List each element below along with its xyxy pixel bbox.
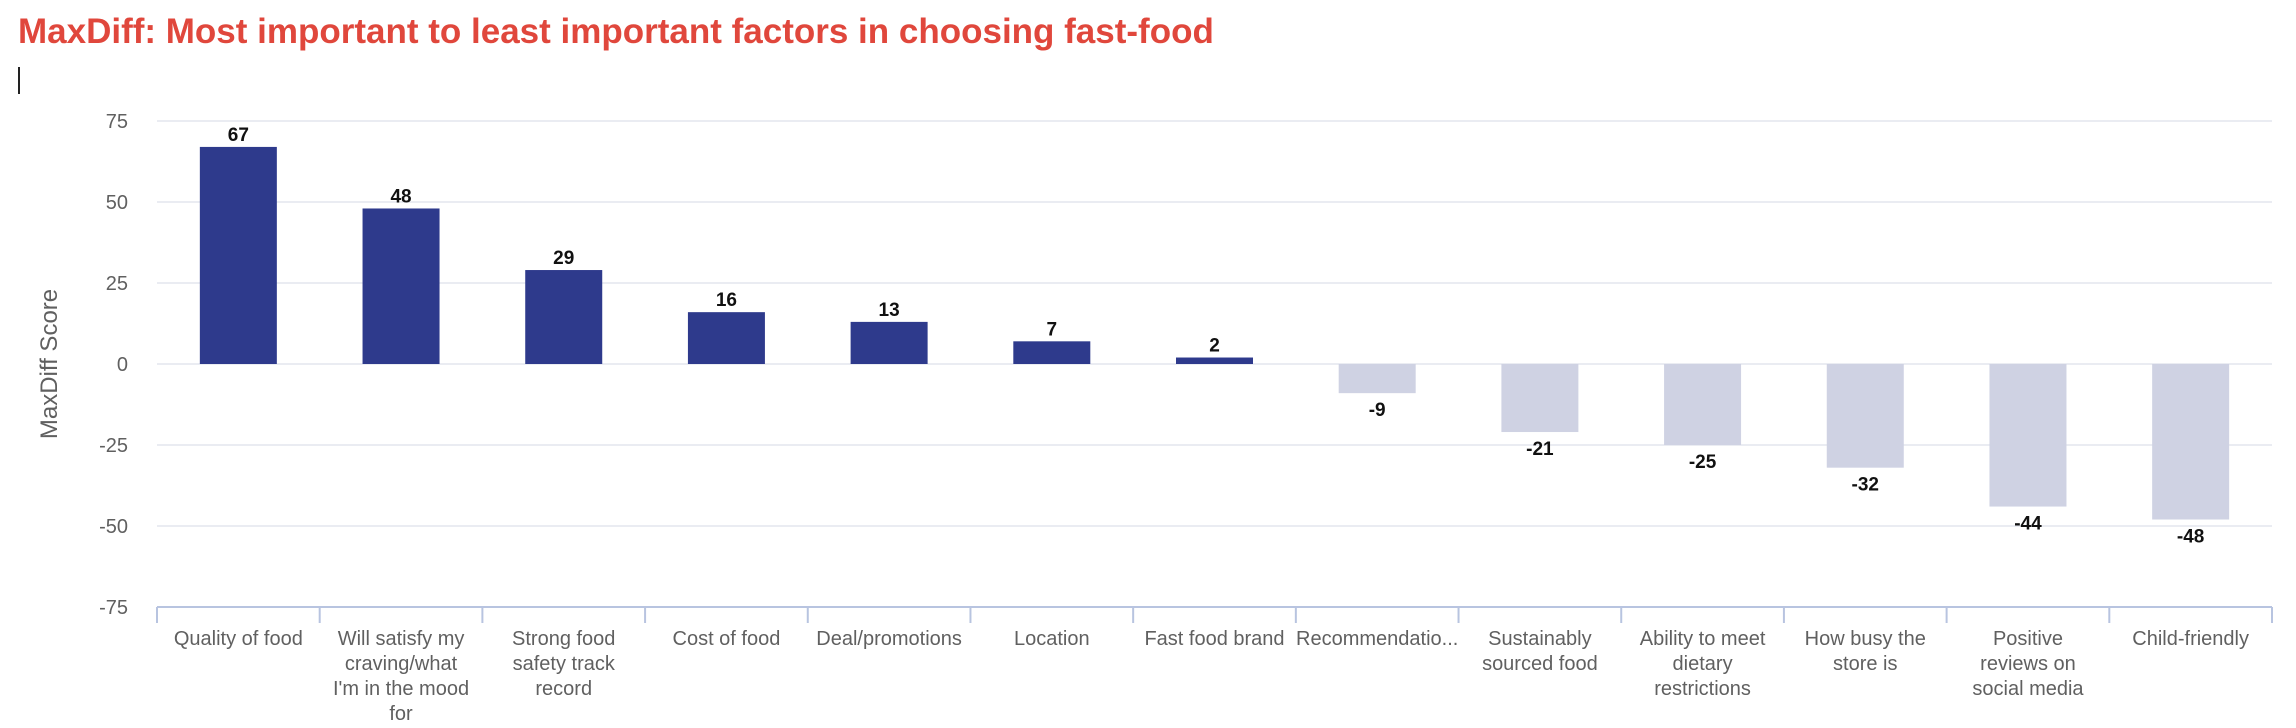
x-tick-label-line: Location xyxy=(1014,628,1090,650)
text-cursor xyxy=(18,67,20,94)
x-tick-label-line: Quality of food xyxy=(174,628,303,650)
x-tick-label: Strong food safety track record xyxy=(512,628,616,700)
x-tick-label-line: I'm in the mood xyxy=(333,678,469,700)
bar xyxy=(1989,364,2067,507)
x-tick-label-line: Sustainably xyxy=(1488,628,1591,650)
x-tick-label-line: record xyxy=(535,678,592,700)
data-label: 67 xyxy=(228,125,249,146)
data-label: 29 xyxy=(553,248,574,269)
x-axis-labels: Quality of food Will satisfy my craving/wh… xyxy=(174,628,2249,725)
x-tick-label-line: sourced food xyxy=(1482,653,1598,675)
data-label: -9 xyxy=(1369,400,1386,421)
bar xyxy=(199,146,277,364)
bar xyxy=(1338,364,1416,394)
y-tick-label: -75 xyxy=(99,597,128,619)
y-tick-label: 75 xyxy=(106,111,128,133)
x-tick-label-line: reviews on xyxy=(1980,653,2076,675)
x-tick-label: Will satisfy my craving/what I'm in the mo… xyxy=(333,628,469,725)
x-axis xyxy=(156,606,2273,623)
y-axis-ticks: 75 50 25 0 -25 -50 -75 xyxy=(99,111,128,619)
x-tick-label: Quality of food xyxy=(174,628,303,650)
data-label: -44 xyxy=(2014,514,2042,535)
data-label: 7 xyxy=(1047,319,1058,340)
y-axis-title: MaxDiff Score xyxy=(36,289,63,439)
x-tick-label: Cost of food xyxy=(673,628,781,650)
x-tick-label-line: Fast food brand xyxy=(1144,628,1284,650)
x-tick-label: Positive reviews on social media xyxy=(1972,628,2084,700)
x-tick-label-line: craving/what xyxy=(345,653,458,675)
data-label: 16 xyxy=(716,290,737,311)
x-tick-label-line: for xyxy=(389,703,413,725)
x-tick-label: Deal/promotions xyxy=(816,628,962,650)
x-tick-label-line: safety track xyxy=(513,653,616,675)
bar xyxy=(687,312,765,364)
y-tick-label: -25 xyxy=(99,435,128,457)
data-label: 13 xyxy=(879,300,900,321)
x-tick-label-line: Ability to meet xyxy=(1640,628,1766,650)
x-tick-label-line: restrictions xyxy=(1654,678,1751,700)
x-tick-label: Recommendatio... xyxy=(1296,628,1458,650)
data-labels: 67 48 29 16 13 7 2 -9 -21 -25 -32 -44 -48 xyxy=(228,125,2205,548)
data-label: -25 xyxy=(1689,452,1717,473)
y-tick-label: 50 xyxy=(106,192,128,214)
x-tick-label-line: Positive xyxy=(1993,628,2063,650)
bar xyxy=(2152,364,2230,520)
y-tick-label: -50 xyxy=(99,516,128,538)
x-tick-label-line: Deal/promotions xyxy=(816,628,962,650)
bars xyxy=(199,146,2230,520)
data-label: 48 xyxy=(390,186,411,207)
y-tick-label: 25 xyxy=(106,273,128,295)
x-tick-label-line: Strong food xyxy=(512,628,615,650)
x-tick-label-line: How busy the xyxy=(1805,628,1926,650)
bar xyxy=(362,208,440,364)
x-tick-label: Fast food brand xyxy=(1144,628,1284,650)
x-tick-label: Location xyxy=(1014,628,1090,650)
x-tick-label-line: Child-friendly xyxy=(2132,628,2249,650)
x-tick-label-line: social media xyxy=(1972,678,2084,700)
data-label: 2 xyxy=(1209,336,1220,357)
x-tick-label-line: dietary xyxy=(1673,653,1733,675)
bar xyxy=(1826,364,1904,468)
x-tick-label-line: Recommendatio... xyxy=(1296,628,1458,650)
x-tick-label-line: Cost of food xyxy=(673,628,781,650)
bar xyxy=(850,321,928,364)
data-label: -21 xyxy=(1526,439,1554,460)
gridlines xyxy=(157,120,2272,527)
x-tick-label-line: store is xyxy=(1833,653,1897,675)
bar xyxy=(1013,341,1091,364)
bar xyxy=(1664,364,1742,445)
x-tick-label: Sustainably sourced food xyxy=(1482,628,1598,675)
data-label: -48 xyxy=(2177,527,2204,548)
x-tick-label: Child-friendly xyxy=(2132,628,2249,650)
bar xyxy=(1501,364,1579,433)
x-tick-label: How busy the store is xyxy=(1805,628,1926,675)
bar xyxy=(1176,357,1253,364)
chart-title: MaxDiff: Most important to least importa… xyxy=(18,12,1214,51)
bar xyxy=(525,270,603,364)
x-tick-label-line: Will satisfy my xyxy=(338,628,465,650)
y-tick-label: 0 xyxy=(117,354,128,376)
data-label: -32 xyxy=(1852,475,1879,496)
x-tick-label: Ability to meet dietary restrictions xyxy=(1640,628,1766,700)
